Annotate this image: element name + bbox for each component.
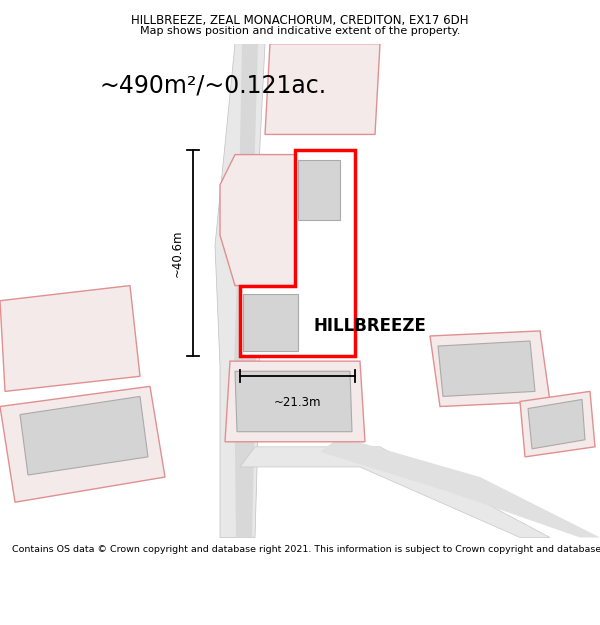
Polygon shape bbox=[438, 341, 535, 396]
Text: ~40.6m: ~40.6m bbox=[170, 229, 184, 277]
Polygon shape bbox=[528, 399, 585, 449]
Polygon shape bbox=[243, 294, 298, 351]
Polygon shape bbox=[0, 386, 165, 502]
Text: ~490m²/~0.121ac.: ~490m²/~0.121ac. bbox=[100, 74, 327, 98]
Polygon shape bbox=[20, 396, 148, 475]
Polygon shape bbox=[298, 159, 340, 220]
Text: ~21.3m: ~21.3m bbox=[274, 396, 321, 409]
Polygon shape bbox=[430, 331, 550, 406]
Polygon shape bbox=[320, 437, 600, 538]
Polygon shape bbox=[520, 391, 595, 457]
Polygon shape bbox=[240, 149, 355, 356]
Polygon shape bbox=[220, 154, 295, 286]
Text: Contains OS data © Crown copyright and database right 2021. This information is : Contains OS data © Crown copyright and d… bbox=[12, 545, 600, 554]
Polygon shape bbox=[234, 44, 258, 538]
Polygon shape bbox=[235, 371, 352, 432]
Text: HILLBREEZE, ZEAL MONACHORUM, CREDITON, EX17 6DH: HILLBREEZE, ZEAL MONACHORUM, CREDITON, E… bbox=[131, 14, 469, 27]
Polygon shape bbox=[225, 361, 365, 442]
Text: HILLBREEZE: HILLBREEZE bbox=[314, 317, 427, 335]
Polygon shape bbox=[215, 44, 265, 538]
Polygon shape bbox=[240, 447, 550, 538]
Polygon shape bbox=[265, 44, 380, 134]
Text: Map shows position and indicative extent of the property.: Map shows position and indicative extent… bbox=[140, 26, 460, 36]
Polygon shape bbox=[0, 286, 140, 391]
